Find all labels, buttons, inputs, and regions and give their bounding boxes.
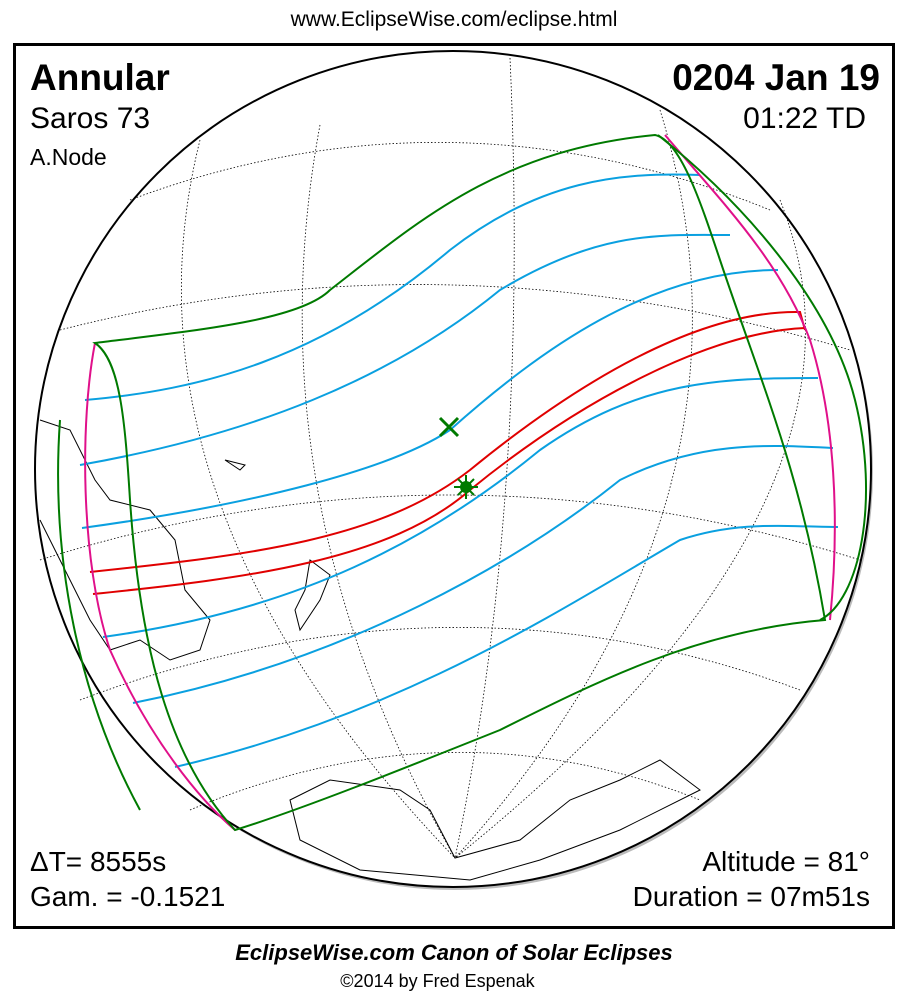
gamma: Gam. = -0.1521	[30, 881, 226, 912]
duration: Duration = 07m51s	[632, 881, 870, 912]
greatest-duration-marker	[438, 416, 460, 438]
penumbral-line-2	[79, 233, 731, 466]
rise-set-curves	[84, 134, 836, 831]
node-label: A.Node	[30, 144, 107, 170]
map-frame	[13, 43, 895, 929]
eclipse-time: 01:22 TD	[743, 102, 866, 135]
greatest-eclipse-marker	[454, 475, 478, 499]
eclipse-type: Annular	[30, 57, 170, 98]
canon-title: EclipseWise.com Canon of Solar Eclipses	[235, 940, 673, 965]
altitude: Altitude = 81°	[702, 846, 870, 877]
copyright: ©2014 by Fred Espenak	[340, 971, 535, 991]
penumbral-line-6	[174, 524, 839, 768]
penumbral-line-4	[102, 377, 819, 638]
saros-number: Saros 73	[30, 102, 151, 135]
globe-outline	[34, 50, 872, 888]
eclipse-date: 0204 Jan 19	[672, 57, 880, 98]
site-url: www.EclipseWise.com/eclipse.html	[290, 8, 618, 31]
penumbral-line-1	[84, 173, 701, 401]
penumbral-line-5	[132, 445, 834, 704]
outer-limits	[57, 133, 868, 832]
central-path-north-limit	[89, 310, 806, 573]
coastlines	[39, 419, 701, 881]
delta-t: ΔT= 8555s	[30, 846, 167, 877]
